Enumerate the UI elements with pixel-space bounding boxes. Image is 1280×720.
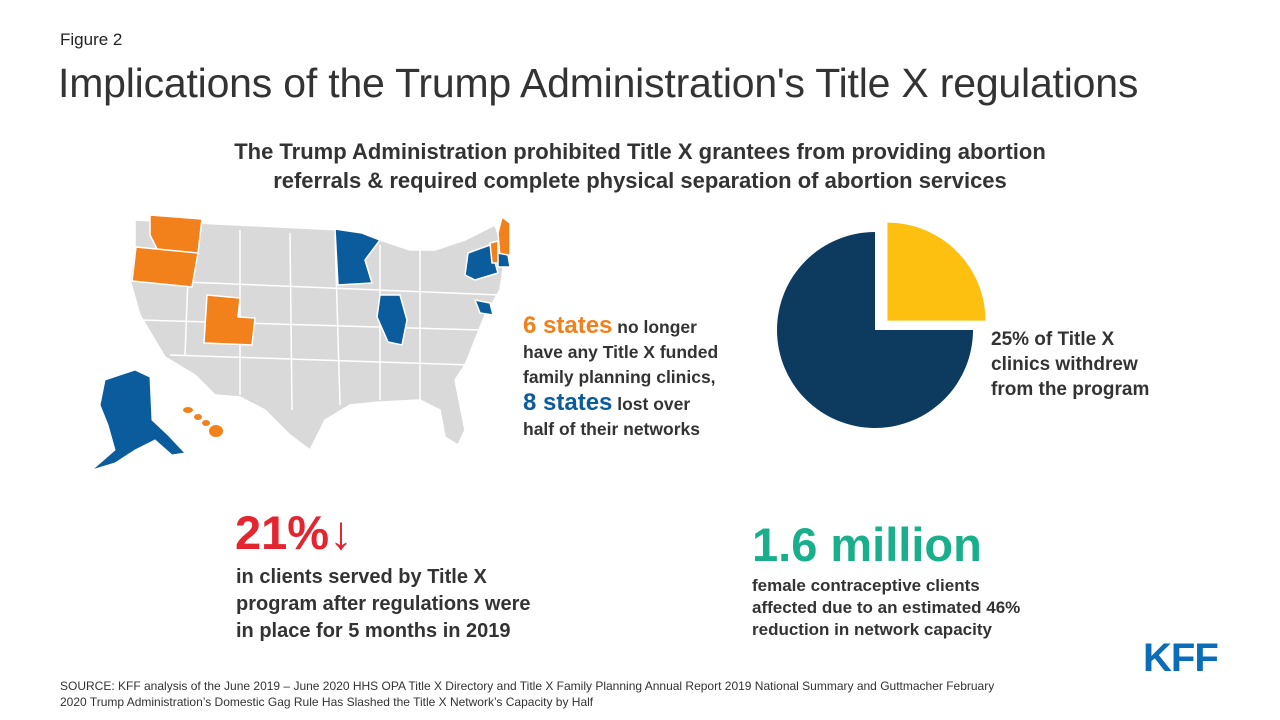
map-state-mid-atlantic (474, 299, 494, 316)
source-line-2: 2020 Trump Administration’s Domestic Gag… (60, 695, 594, 709)
map-state-washington (149, 214, 203, 254)
map-annotation: 6 states no longer have any Title X fund… (523, 313, 753, 442)
map-state-illinois (376, 294, 408, 346)
map-state-hawaii (183, 407, 223, 437)
pie-label: 25% of Title X clinics withdrew from the… (991, 327, 1211, 402)
subtitle-line-2: referrals & required complete physical s… (273, 168, 1007, 193)
state-borders (134, 224, 501, 411)
map-state-oregon (131, 246, 199, 288)
clients-decline-description: in clients served by Title X program aft… (236, 564, 576, 645)
map-text-line-1: no longer (612, 317, 697, 337)
stat1-line-2: program after regulations were (236, 593, 531, 615)
source-note: SOURCE: KFF analysis of the June 2019 – … (60, 678, 1120, 710)
source-line-1: SOURCE: KFF analysis of the June 2019 – … (60, 679, 995, 693)
map-state-alaska (91, 369, 187, 471)
map-text-line-5: half of their networks (523, 419, 700, 439)
pie-slice-1 (777, 232, 973, 428)
clients-decline-stat: 21%↓ (235, 506, 353, 559)
map-state-maine (497, 216, 510, 258)
stat1-line-1: in clients served by Title X (236, 566, 487, 588)
subtitle: The Trump Administration prohibited Titl… (0, 137, 1280, 195)
page-title: Implications of the Trump Administration… (58, 60, 1139, 106)
eight-states-highlight: 8 states (523, 389, 613, 416)
stat2-line-2: affected due to an estimated 46% (752, 598, 1021, 617)
figure-label: Figure 2 (60, 30, 123, 49)
pie-label-line-1: 25% of Title X (991, 329, 1115, 350)
clients-affected-description: female contraceptive clients affected du… (752, 575, 1072, 641)
stat2-line-3: reduction in network capacity (752, 620, 992, 639)
map-text-line-4: lost over (612, 394, 691, 414)
kff-logo: KFF (1143, 636, 1219, 680)
map-text-line-3: family planning clinics, (523, 367, 716, 387)
pie-label-line-2: clinics withdrew (991, 354, 1138, 375)
pie-label-line-3: from the program (991, 379, 1150, 400)
stat2-line-1: female contraceptive clients (752, 576, 980, 595)
map-contiguous-us (129, 219, 506, 451)
six-states-highlight: 6 states (523, 312, 613, 339)
pie-chart (777, 222, 986, 428)
us-map (91, 214, 510, 471)
stat1-line-3: in place for 5 months in 2019 (236, 620, 511, 642)
pie-slice-0 (887, 222, 986, 321)
map-state-new-york (464, 244, 499, 281)
clients-affected-stat: 1.6 million (752, 518, 982, 571)
map-state-new-england (497, 252, 510, 268)
map-text-line-2: have any Title X funded (523, 342, 719, 362)
map-state-utah (203, 294, 256, 346)
map-state-vermont (489, 240, 499, 264)
map-state-minnesota (334, 228, 381, 286)
subtitle-line-1: The Trump Administration prohibited Titl… (234, 139, 1046, 164)
